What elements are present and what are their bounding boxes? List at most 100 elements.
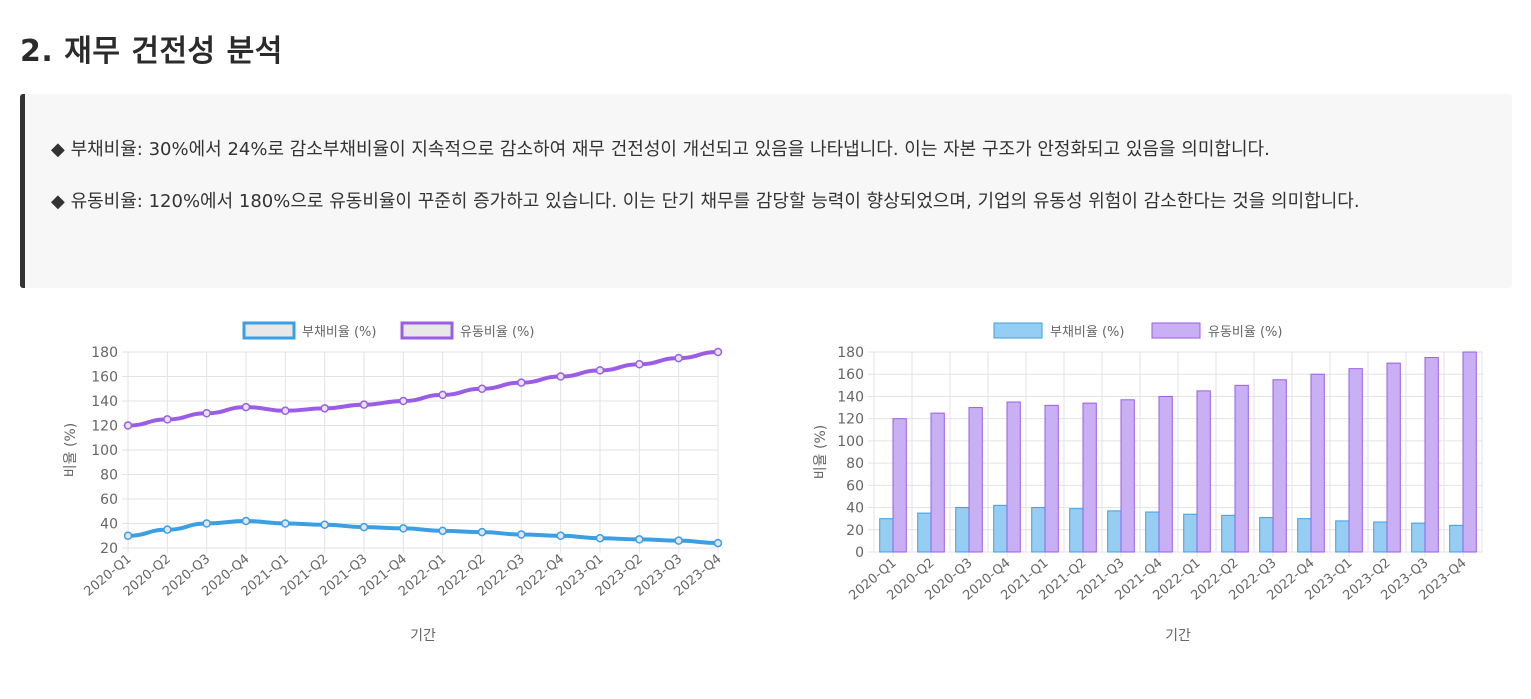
y-tick-label: 180 [837,345,864,361]
y-tick-label: 20 [846,523,864,539]
bar-0 [1183,513,1198,553]
y-tick-label: 40 [846,501,864,517]
analysis-box: ◆ 부채비율: 30%에서 24%로 감소부채비율이 지속적으로 감소하여 재무… [20,94,1512,288]
data-point-1 [477,384,487,393]
bar-0 [1449,524,1464,553]
bar-0 [1107,510,1122,553]
data-point-0 [635,535,644,544]
y-tick-label: 160 [837,367,864,383]
legend-label-1: 유동비율 (%) [460,325,534,340]
y-tick-label: 0 [855,545,864,561]
x-axis-title: 기간 [410,628,436,644]
bar-0 [1259,517,1274,553]
data-point-1 [281,406,290,416]
bar-0 [1069,508,1084,553]
bar-1 [1234,384,1249,553]
bar-0 [1335,520,1350,553]
bar-0 [917,512,932,553]
line-chart: 부채비율 (%) 유동비율 (%)204060801001201401601802… [63,321,725,644]
bar-1 [1120,399,1135,553]
current-ratio-analysis: ◆ 유동비율: 120%에서 180%으로 유동비율이 꾸준히 증가하고 있습니… [51,191,1360,212]
data-point-0 [399,524,408,533]
data-point-0 [281,519,290,528]
data-point-1 [123,421,133,430]
bar-1 [1386,362,1401,553]
data-point-1 [595,366,605,375]
legend-label-0: 부채비율 (%) [302,325,376,340]
y-tick-label: 80 [100,468,118,484]
debt-ratio-analysis: ◆ 부채비율: 30%에서 24%로 감소부채비율이 지속적으로 감소하여 재무… [51,139,1270,160]
data-point-1 [674,353,683,363]
bar-1 [1310,373,1325,553]
data-point-1 [438,390,447,400]
data-point-1 [556,372,565,381]
data-point-0 [438,526,447,536]
legend-swatch-1 [400,321,454,340]
data-point-1 [713,347,723,357]
bar-1 [1006,401,1021,553]
data-point-0 [595,533,605,543]
y-tick-label: 40 [100,517,118,533]
data-point-1 [399,396,408,406]
bar-0 [1373,521,1388,553]
bar-1 [968,407,983,553]
y-tick-label: 160 [91,370,118,386]
bar-1 [1082,402,1097,553]
y-tick-label: 140 [91,394,118,410]
data-point-0 [674,536,683,545]
bar-0 [1297,518,1312,553]
bar-1 [892,418,907,553]
y-tick-label: 60 [846,478,864,494]
bar-0 [879,518,894,553]
data-point-0 [202,519,211,528]
data-point-0 [517,530,526,539]
legend-swatch-0 [242,321,296,340]
legend-swatch-0 [993,322,1043,339]
y-tick-label: 20 [100,541,118,557]
data-point-1 [202,409,211,418]
bar-1 [930,412,945,553]
y-tick-label: 100 [91,443,118,459]
y-tick-label: 80 [846,456,864,472]
data-point-0 [320,520,329,529]
bar-0 [1221,514,1236,553]
x-axis-title: 기간 [1165,628,1191,644]
data-point-1 [320,404,329,413]
bar-0 [1145,511,1160,553]
series-line-0 [127,519,719,546]
data-point-0 [713,538,723,548]
data-point-1 [241,402,251,412]
data-point-0 [241,516,251,526]
bar-0 [1031,507,1046,553]
bar-1 [1348,368,1363,553]
bar-1 [1044,404,1059,553]
section-title: 2. 재무 건전성 분석 [20,34,283,69]
bar-0 [955,507,970,553]
data-point-0 [477,527,487,537]
data-point-1 [517,378,526,387]
y-tick-label: 100 [837,434,864,450]
data-point-1 [163,415,172,424]
bar-1 [1272,379,1287,553]
bar-1 [1158,395,1173,553]
bar-1 [1196,390,1211,553]
bar-1 [1424,357,1439,553]
legend-label-0: 부채비율 (%) [1050,325,1124,340]
y-tick-label: 120 [837,412,864,428]
bar-1 [1462,351,1477,553]
data-point-0 [556,531,565,540]
legend-label-1: 유동비율 (%) [1208,325,1282,340]
legend-swatch-1 [1151,322,1201,339]
y-tick-label: 120 [91,419,118,435]
y-axis-title: 비율 (%) [813,425,829,479]
data-point-1 [635,360,644,369]
bar-0 [1411,522,1426,553]
series-line-1 [127,350,719,428]
data-point-0 [163,525,172,534]
bar-chart: 부채비율 (%) 유동비율 (%) 0 20 40 60 80 100 120 140 160 180… [813,322,1483,644]
y-tick-label: 180 [91,345,118,361]
y-tick-label: 60 [100,492,118,508]
y-tick-label: 140 [837,389,864,405]
data-point-1 [359,400,369,409]
data-point-0 [359,522,369,532]
